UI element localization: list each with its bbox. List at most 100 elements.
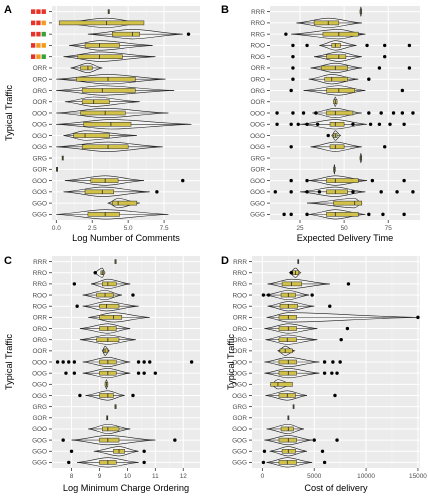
y-tick-label: ORG xyxy=(250,88,265,95)
category-group xyxy=(56,74,166,85)
outlier-point xyxy=(312,438,316,442)
y-tick-label: OGG xyxy=(250,144,265,151)
box xyxy=(80,110,126,116)
traffic-tile-R xyxy=(41,9,46,14)
category-group xyxy=(79,323,131,334)
category-group xyxy=(264,368,339,379)
category-group xyxy=(296,17,362,28)
traffic-tile-R xyxy=(31,43,36,48)
category-group xyxy=(79,334,136,345)
y-tick-label: GOR xyxy=(232,415,247,422)
box xyxy=(278,337,297,342)
x-tick-label: 5.0 xyxy=(124,225,133,232)
y-tick-label: OOG xyxy=(232,370,247,377)
outlier-point xyxy=(136,371,141,375)
category-group xyxy=(291,74,371,85)
box xyxy=(77,54,123,59)
box xyxy=(112,200,138,206)
y-tick-label: ROG xyxy=(32,304,47,311)
outlier-point xyxy=(61,438,65,442)
box xyxy=(103,348,109,354)
y-tick-label: ROO xyxy=(232,292,247,299)
category-group xyxy=(106,198,140,209)
box xyxy=(84,43,120,48)
box xyxy=(76,76,136,82)
box xyxy=(81,144,129,150)
outlier-point xyxy=(142,371,146,375)
category-group xyxy=(78,390,135,401)
y-tick-label: OGG xyxy=(32,144,47,151)
y-tick-label: RRO xyxy=(33,270,47,277)
box xyxy=(102,281,117,287)
category-group xyxy=(287,415,290,421)
outlier-point xyxy=(310,293,314,297)
y-tick-label: GOO xyxy=(32,178,47,185)
outlier-point xyxy=(411,190,415,194)
box xyxy=(279,303,298,309)
panel-D: 0 5000 10000 15000 RRR RRO RRG ROO ROG ORR ORO ORG O… xyxy=(221,255,427,493)
traffic-tile-O xyxy=(36,54,41,59)
box xyxy=(73,133,110,138)
category-group xyxy=(289,85,405,96)
category-group xyxy=(72,278,131,289)
outlier-point xyxy=(367,212,371,217)
outlier-point xyxy=(370,178,375,183)
outlier-point xyxy=(261,293,266,297)
y-tick-label: OOG xyxy=(250,122,265,129)
panel-letter: B xyxy=(221,4,229,16)
category-group xyxy=(333,164,336,175)
y-tick-label: GOR xyxy=(32,167,47,174)
y-tick-label: GOR xyxy=(250,167,265,174)
y-tick-label: OGO xyxy=(32,382,47,389)
x-axis-title: Expected Delivery Time xyxy=(297,233,394,243)
y-tick-label: GRG xyxy=(250,155,265,162)
panel-letter: C xyxy=(4,255,12,267)
category-group xyxy=(269,379,293,390)
outlier-point xyxy=(351,122,355,126)
category-group xyxy=(58,17,145,28)
outlier-point xyxy=(289,145,293,149)
x-tick-label: 12 xyxy=(180,473,188,480)
outlier-point xyxy=(173,438,177,442)
outlier-point xyxy=(93,271,97,275)
y-tick-label: GOO xyxy=(250,178,265,185)
y-tick-label: GRG xyxy=(32,155,47,162)
category-group xyxy=(261,457,327,468)
y-tick-label: RRG xyxy=(251,31,265,38)
category-group xyxy=(288,267,302,278)
outlier-point xyxy=(391,111,396,115)
outlier-point xyxy=(261,460,266,465)
y-tick-label: OGO xyxy=(250,133,265,140)
panel-C: 8 9 10 11 12 RRR RRO RRG ROO ROG ORR ORO ORG OOR OOO OO… xyxy=(4,255,200,493)
outlier-point xyxy=(383,54,387,59)
category-group xyxy=(289,175,406,186)
y-tick-label: GGO xyxy=(232,449,247,456)
category-group xyxy=(64,368,158,379)
x-tick-label: 10000 xyxy=(357,473,375,480)
y-tick-label: ORG xyxy=(32,337,47,344)
outlier-point xyxy=(72,282,77,286)
outlier-point xyxy=(289,212,293,217)
outlier-point xyxy=(67,460,71,465)
box xyxy=(329,144,345,150)
category-group xyxy=(64,175,185,186)
x-tick-label: 15000 xyxy=(409,473,427,480)
y-tick-label: RRO xyxy=(251,20,265,27)
outlier-point xyxy=(407,43,412,48)
outlier-point xyxy=(142,449,146,453)
box xyxy=(90,178,119,183)
category-group xyxy=(104,379,109,390)
y-tick-label: OGG xyxy=(232,393,247,400)
box xyxy=(322,31,359,37)
category-group xyxy=(284,29,366,40)
category-group xyxy=(88,312,150,323)
category-group xyxy=(265,390,337,401)
outlier-point xyxy=(383,145,387,149)
x-tick-label: 75 xyxy=(385,225,393,232)
y-tick-label: GGO xyxy=(32,200,47,207)
category-group xyxy=(114,404,117,409)
outlier-point xyxy=(400,88,405,93)
traffic-tile-G xyxy=(41,54,46,59)
y-tick-label: ORO xyxy=(232,326,247,333)
panel-letter: A xyxy=(4,4,12,16)
